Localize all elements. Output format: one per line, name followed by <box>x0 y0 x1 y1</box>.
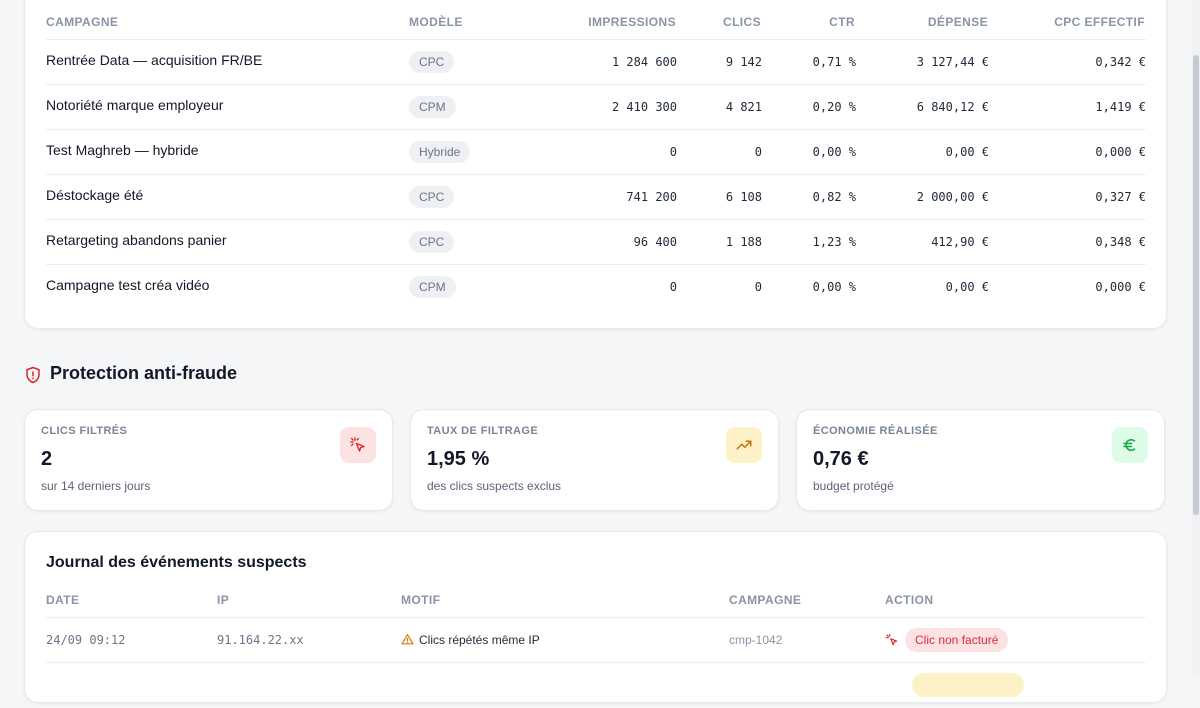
event-action: Clic non facturé <box>885 618 1045 663</box>
depense-value: 3 127,44 € <box>916 55 989 69</box>
depense-value: 0,00 € <box>945 280 989 294</box>
cpc-effectif-value: 0,000 € <box>1095 145 1146 159</box>
suspicious-events-journal: Journal des événements suspects DATE IP … <box>24 531 1167 703</box>
col-header-depense[interactable]: DÉPENSE <box>927 15 988 29</box>
stat-value: 0,76 € <box>813 448 869 470</box>
col-header-ip[interactable]: IP <box>217 593 230 607</box>
clics-value: 1 188 <box>725 235 762 249</box>
col-header-campagne[interactable]: CAMPAGNE <box>46 15 119 29</box>
euro-icon <box>1112 427 1148 463</box>
impressions-value: 96 400 <box>633 235 677 249</box>
motif-label: Clics répétés même IP <box>419 633 540 647</box>
table-row[interactable]: Notoriété marque employeur CPM 2 410 300 4 … <box>46 84 1146 130</box>
journal-title: Journal des événements suspects <box>46 554 307 571</box>
stat-label: CLICS FILTRÉS <box>41 425 128 437</box>
cpc-effectif-value: 0,342 € <box>1095 55 1146 69</box>
stat-card-clics-filtres: CLICS FILTRÉS 2 sur 14 derniers jours <box>24 409 393 511</box>
campaign-name[interactable]: Test Maghreb — hybride <box>46 142 199 158</box>
ctr-value: 1,23 % <box>812 235 856 249</box>
campaign-name[interactable]: Déstockage été <box>46 187 144 203</box>
cpc-effectif-value: 0,000 € <box>1095 280 1146 294</box>
clics-value: 0 <box>754 145 762 159</box>
stat-subtitle: budget protégé <box>813 479 894 493</box>
impressions-value: 1 284 600 <box>611 55 677 69</box>
status-badge: Clic non facturé <box>905 628 1009 652</box>
ctr-value: 0,00 % <box>812 145 856 159</box>
trending-up-icon <box>726 427 762 463</box>
ctr-value: 0,82 % <box>812 190 856 204</box>
warning-icon <box>401 634 414 645</box>
stat-label: TAUX DE FILTRAGE <box>427 425 539 437</box>
pricing-model-badge: CPC <box>409 186 455 208</box>
table-row[interactable]: Retargeting abandons panier CPC 96 400 1 18… <box>46 219 1146 265</box>
event-motif: Clics répétés même IP <box>401 618 540 663</box>
ctr-value: 0,71 % <box>812 55 856 69</box>
pricing-model-badge: CPM <box>409 96 456 118</box>
table-row[interactable]: Déstockage été CPC 741 200 6 108 0,82 % 2 000… <box>46 174 1146 220</box>
cursor-click-icon <box>340 427 376 463</box>
cpc-effectif-value: 0,348 € <box>1095 235 1146 249</box>
campaign-name[interactable]: Notoriété marque employeur <box>46 97 224 113</box>
table-row[interactable]: 24/09 09:12 91.164.22.xx Clics répétés m… <box>46 617 1146 663</box>
event-date: 24/09 09:12 <box>46 633 126 647</box>
col-header-campagne[interactable]: CAMPAGNE <box>729 593 802 607</box>
table-row[interactable]: Rentrée Data — acquisition FR/BE CPC 1 284… <box>46 39 1146 85</box>
cpc-effectif-value: 0,327 € <box>1095 190 1146 204</box>
event-ip: 91.164.22.xx <box>217 633 304 647</box>
col-header-motif[interactable]: MOTIF <box>401 593 441 607</box>
shield-alert-icon <box>26 366 40 384</box>
col-header-cpc-effectif[interactable]: CPC EFFECTIF <box>1054 15 1145 29</box>
fraud-section-title: Protection anti-fraude <box>50 363 238 383</box>
col-header-date[interactable]: DATE <box>46 593 80 607</box>
stat-value: 1,95 % <box>427 448 490 470</box>
pricing-model-badge: CPC <box>409 231 455 253</box>
status-badge <box>912 673 1024 697</box>
clics-value: 4 821 <box>725 100 762 114</box>
stat-card-taux-filtrage: TAUX DE FILTRAGE 1,95 % des clics suspec… <box>410 409 779 511</box>
table-row[interactable]: Campagne test créa vidéo CPM 0 0 0,00 % 0,00 … <box>46 264 1146 310</box>
pricing-model-badge: CPM <box>409 276 456 298</box>
depense-value: 0,00 € <box>945 145 989 159</box>
pricing-model-badge: CPC <box>409 51 455 73</box>
impressions-value: 0 <box>669 280 677 294</box>
clics-value: 9 142 <box>725 55 762 69</box>
col-header-impressions[interactable]: IMPRESSIONS <box>588 15 676 29</box>
col-header-clics[interactable]: CLICS <box>723 15 761 29</box>
stat-label: ÉCONOMIE RÉALISÉE <box>813 425 938 437</box>
clics-value: 0 <box>754 280 762 294</box>
stat-subtitle: sur 14 derniers jours <box>41 479 151 493</box>
impressions-value: 741 200 <box>626 190 677 204</box>
col-header-action[interactable]: ACTION <box>885 593 934 607</box>
campaign-name[interactable]: Retargeting abandons panier <box>46 232 227 248</box>
col-header-ctr[interactable]: CTR <box>829 15 855 29</box>
clics-value: 6 108 <box>725 190 762 204</box>
impressions-value: 2 410 300 <box>611 100 677 114</box>
campaign-name[interactable]: Rentrée Data — acquisition FR/BE <box>46 52 263 68</box>
ctr-value: 0,20 % <box>812 100 856 114</box>
campaign-name[interactable]: Campagne test créa vidéo <box>46 277 210 293</box>
vertical-scrollbar[interactable] <box>1192 0 1200 675</box>
scrollbar-thumb[interactable] <box>1193 55 1199 515</box>
stat-subtitle: des clics suspects exclus <box>427 479 562 493</box>
pricing-model-badge: Hybride <box>409 141 471 163</box>
table-row[interactable]: Test Maghreb — hybride Hybride 0 0 0,00 % 0,0… <box>46 129 1146 175</box>
depense-value: 6 840,12 € <box>916 100 989 114</box>
depense-value: 412,90 € <box>931 235 989 249</box>
stat-value: 2 <box>41 448 53 470</box>
depense-value: 2 000,00 € <box>916 190 989 204</box>
stat-card-economie: ÉCONOMIE RÉALISÉE 0,76 € budget protégé <box>796 409 1165 511</box>
campaigns-table-card: CAMPAGNE MODÈLE IMPRESSIONS CLICS CTR DÉ… <box>24 0 1167 329</box>
ctr-value: 0,00 % <box>812 280 856 294</box>
col-header-modele[interactable]: MODÈLE <box>409 15 463 29</box>
cursor-click-icon <box>885 633 898 646</box>
impressions-value: 0 <box>669 145 677 159</box>
event-campaign-id: cmp-1042 <box>729 633 783 647</box>
table-row[interactable] <box>46 662 1146 708</box>
cpc-effectif-value: 1,419 € <box>1095 100 1146 114</box>
